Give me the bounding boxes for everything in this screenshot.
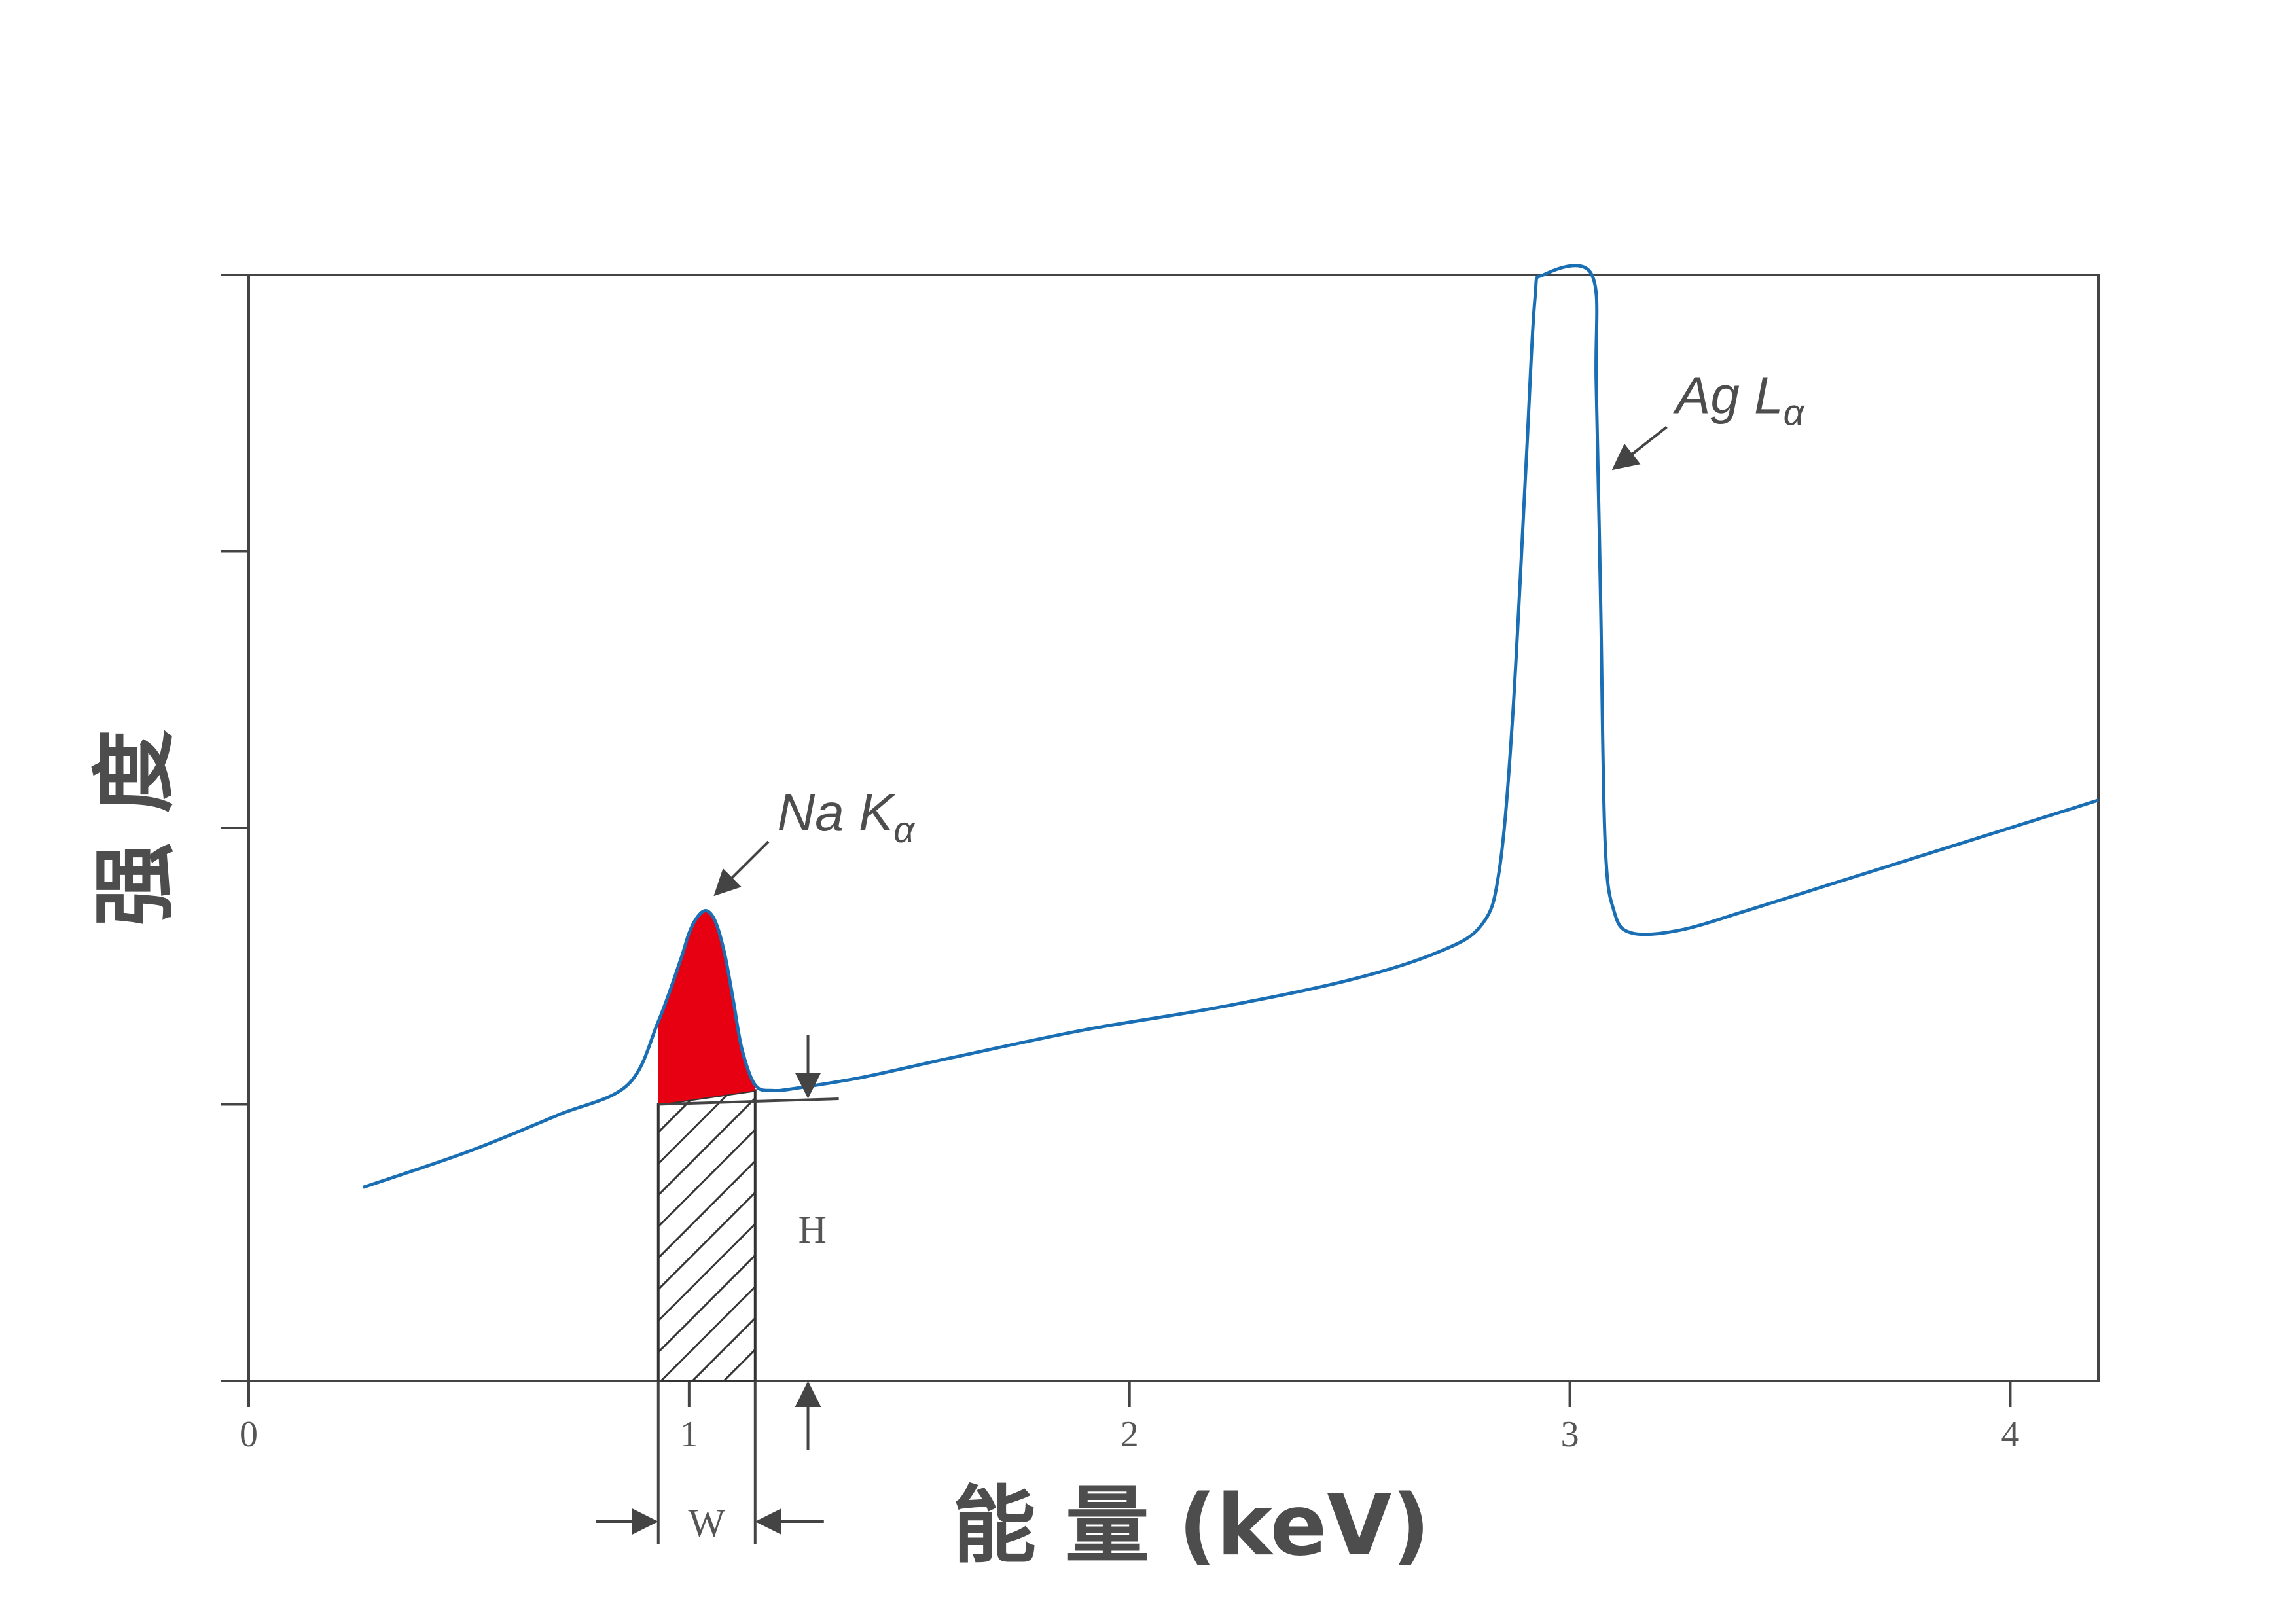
x-tick-label-0: 0 [240,1414,258,1455]
peak-annotation-arrows [713,425,1668,897]
na-label-main: Na K [777,783,895,842]
ag-label-subscript: α [1784,391,1806,433]
width-dimension [596,1381,824,1544]
ag-arrow [1611,425,1668,471]
background-hatched-region [656,1089,757,1382]
x-tick-label-1: 1 [680,1414,698,1455]
na-peak-net-area [658,910,755,1105]
ag-label-main: Ag L [1673,366,1784,424]
width-label: W [688,1501,725,1544]
na-k-alpha-label: Na Kα [777,783,916,850]
x-tick-label-3: 3 [1561,1414,1579,1455]
na-label-subscript: α [893,809,916,850]
na-arrow [713,840,770,897]
x-axis-title: 能 量 (keV) [952,1477,1430,1575]
height-label: H [798,1208,827,1251]
plot-frame [247,274,2100,1382]
x-tick-label-2: 2 [1121,1414,1139,1455]
y-axis-ticks [221,274,249,1382]
ag-l-alpha-label: Ag Lα [1673,366,1806,433]
y-axis-title: 强 度 [86,730,184,927]
spectrum-curve [363,264,2099,1189]
x-tick-labels: 0 1 2 3 4 [240,1414,2019,1455]
x-tick-label-4: 4 [2001,1414,2019,1455]
x-axis-ticks [247,1381,2012,1407]
peak-baseline-line [658,1097,839,1106]
